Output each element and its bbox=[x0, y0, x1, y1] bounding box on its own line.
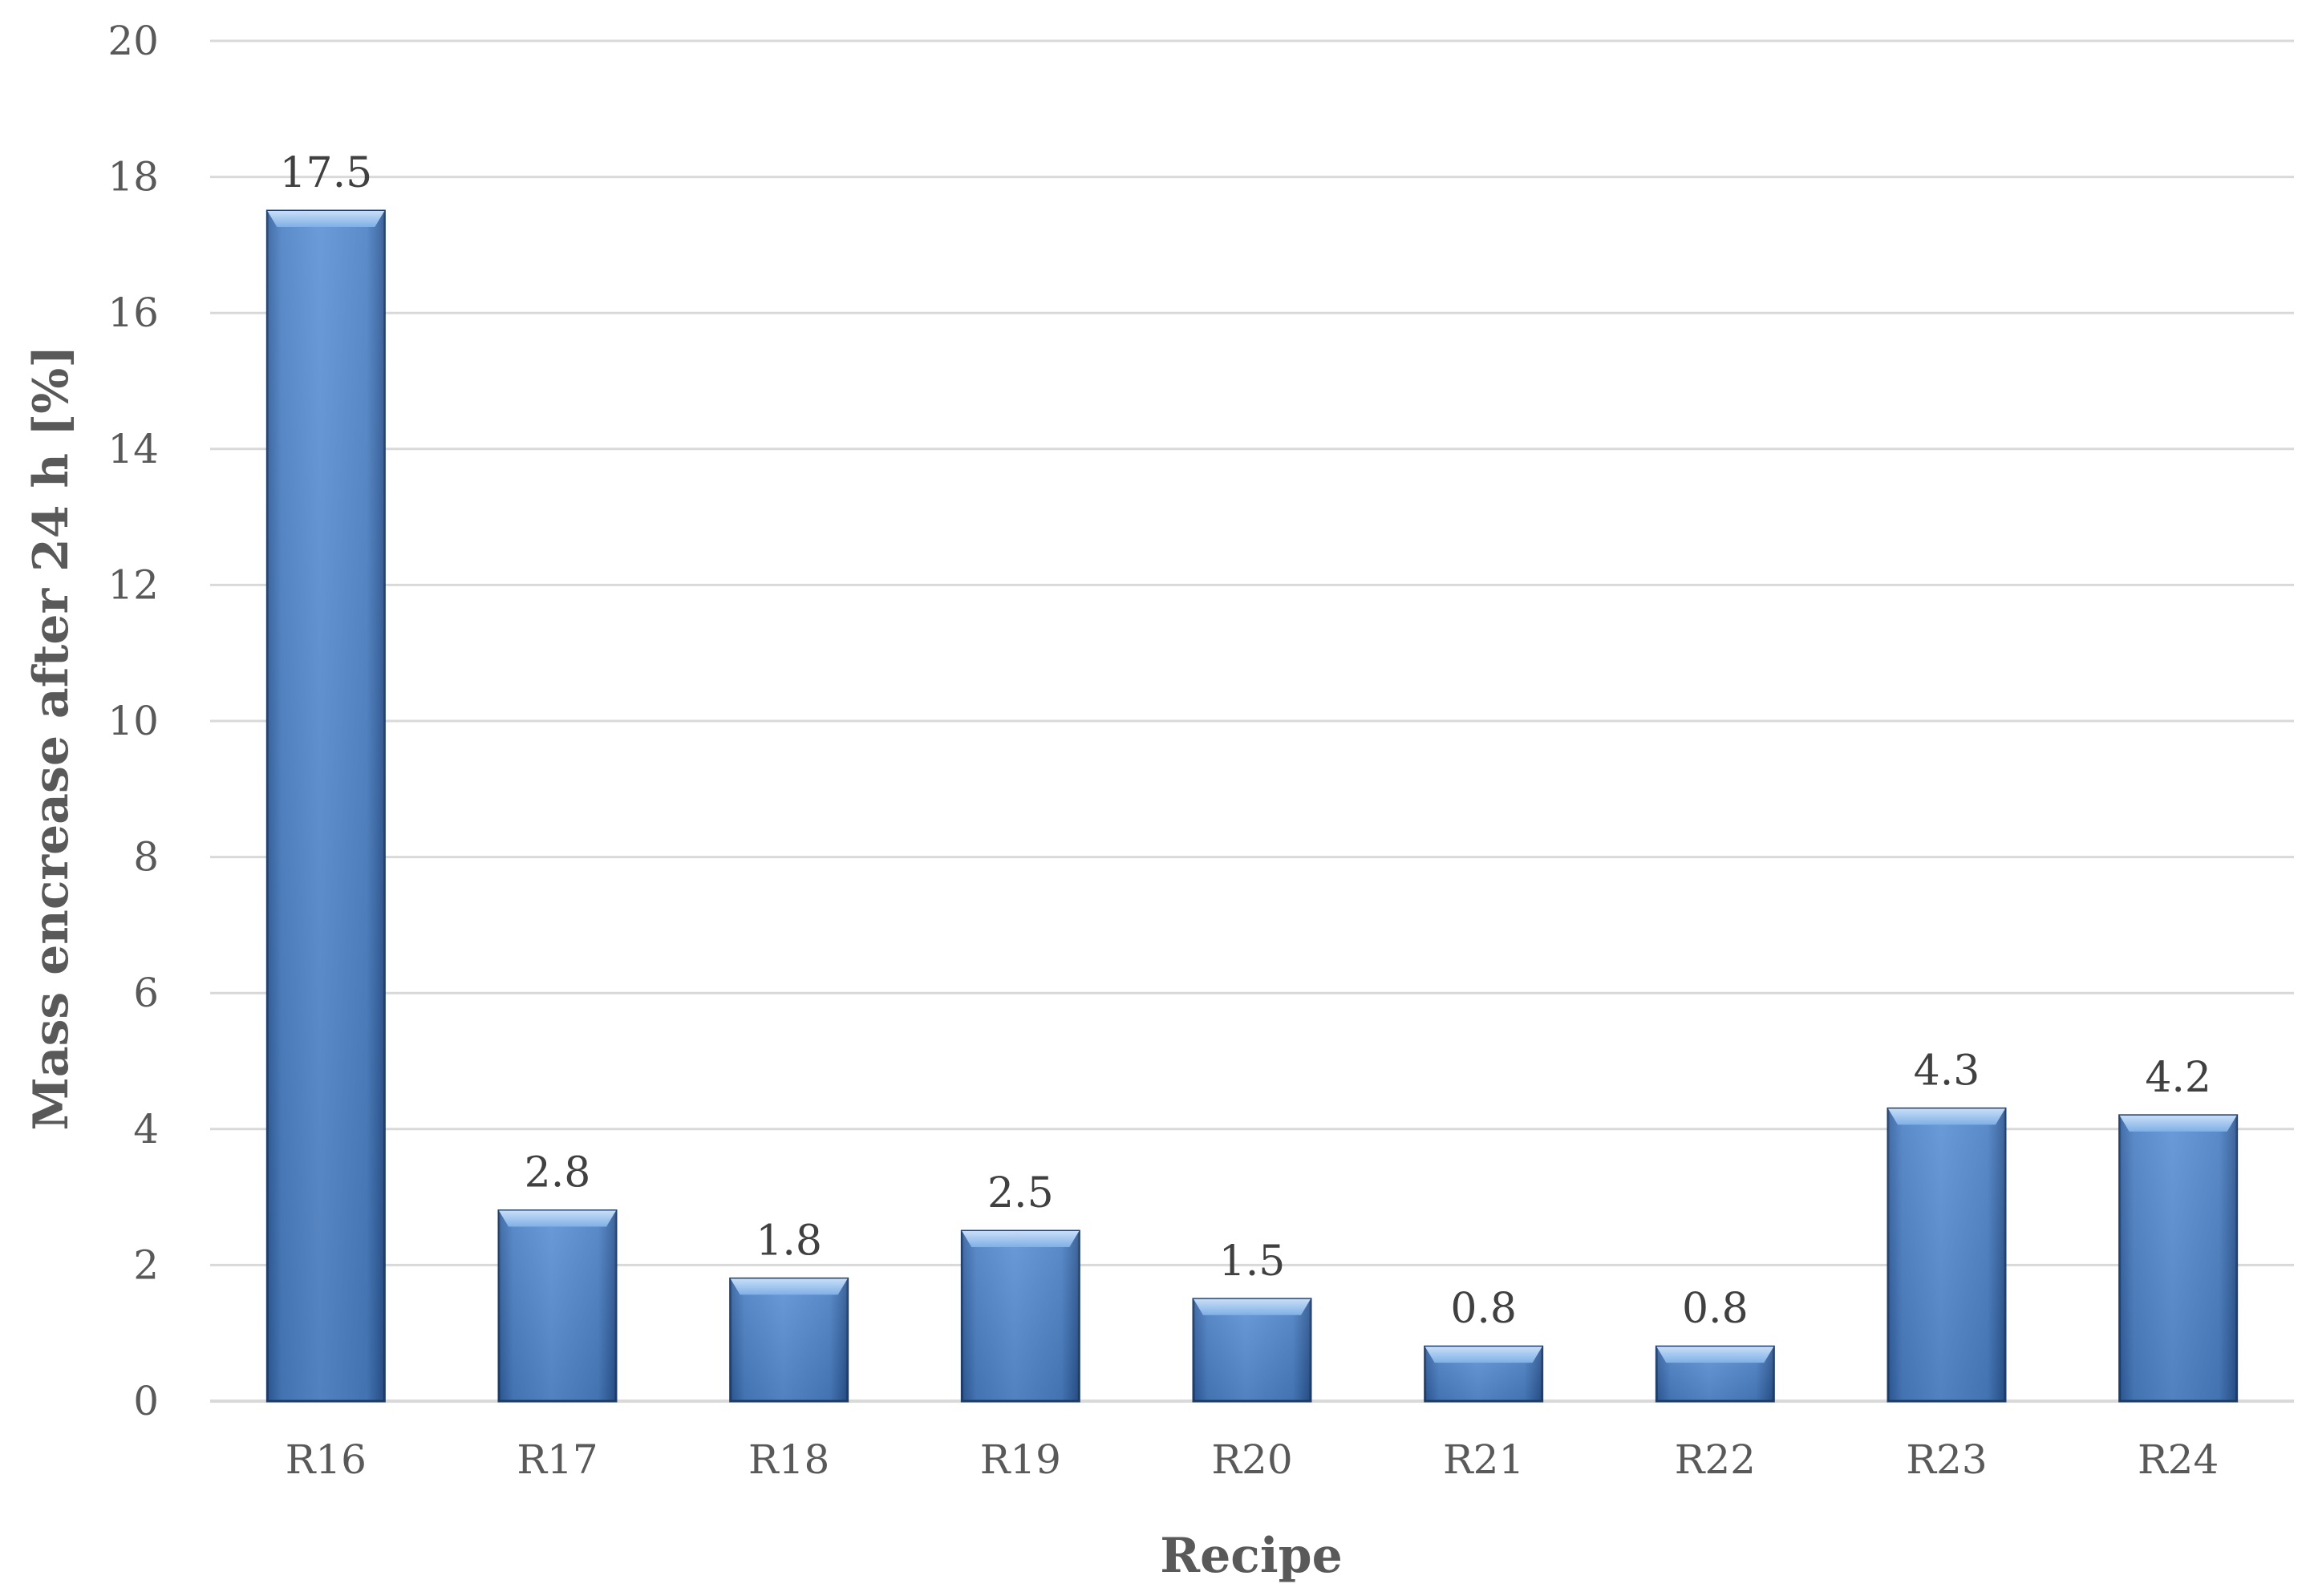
bar-shading bbox=[1888, 1108, 2005, 1401]
y-tick-label: 18 bbox=[107, 154, 159, 201]
bar-r18 bbox=[729, 1277, 849, 1403]
bar-top-bevel bbox=[267, 211, 385, 227]
x-axis-ticks: R16 R17 R18 R19 R20 R21 R22 R23 R24 bbox=[286, 1436, 2219, 1483]
data-label: 0.8 bbox=[1450, 1285, 1517, 1333]
bar-shading bbox=[499, 1210, 616, 1401]
bar-r20 bbox=[1192, 1298, 1312, 1403]
bar-top-bevel bbox=[499, 1210, 616, 1227]
y-tick-label: 8 bbox=[133, 834, 159, 881]
data-label: 2.8 bbox=[525, 1149, 591, 1197]
y-tick-label: 20 bbox=[107, 18, 159, 64]
y-tick-label: 6 bbox=[133, 970, 159, 1016]
x-tick-label: R17 bbox=[517, 1436, 598, 1483]
bar-r22 bbox=[1655, 1345, 1775, 1403]
y-tick-label: 16 bbox=[107, 290, 159, 336]
bar-shading bbox=[267, 211, 385, 1401]
x-tick-label: R22 bbox=[1675, 1436, 1756, 1483]
bar-shading bbox=[730, 1278, 848, 1401]
x-tick-label: R20 bbox=[1211, 1436, 1292, 1483]
y-axis-ticks: 0 2 4 6 8 10 12 14 16 18 20 bbox=[107, 18, 159, 1424]
y-tick-label: 14 bbox=[107, 426, 159, 472]
bar-top-bevel bbox=[1656, 1347, 1774, 1363]
y-tick-label: 2 bbox=[133, 1242, 159, 1288]
bar-r16 bbox=[265, 209, 386, 1403]
bars bbox=[265, 209, 2239, 1403]
data-label: 1.8 bbox=[756, 1217, 822, 1265]
bar-top-bevel bbox=[730, 1278, 848, 1295]
x-tick-label: R24 bbox=[2138, 1436, 2219, 1483]
bar-top-bevel bbox=[1194, 1298, 1311, 1315]
bar-r23 bbox=[1886, 1107, 2007, 1403]
bar-shading bbox=[2119, 1115, 2237, 1401]
x-tick-label: R19 bbox=[980, 1436, 1061, 1483]
bar-r17 bbox=[497, 1209, 618, 1403]
data-label: 4.2 bbox=[2145, 1054, 2211, 1102]
x-tick-label: R21 bbox=[1443, 1436, 1524, 1483]
y-tick-label: 0 bbox=[133, 1378, 159, 1424]
bar-top-bevel bbox=[962, 1231, 1080, 1247]
data-label: 4.3 bbox=[1914, 1047, 1980, 1095]
bar-shading bbox=[962, 1231, 1080, 1401]
bar-top-bevel bbox=[1424, 1347, 1542, 1363]
x-axis-title: Recipe bbox=[1160, 1528, 1343, 1584]
data-labels: 17.5 2.8 1.8 2.5 1.5 0.8 0.8 4.3 4.2 bbox=[279, 149, 2211, 1333]
x-tick-label: R16 bbox=[286, 1436, 367, 1483]
y-tick-label: 12 bbox=[107, 561, 159, 608]
data-label: 1.5 bbox=[1219, 1238, 1286, 1286]
x-tick-label: R18 bbox=[748, 1436, 829, 1483]
y-tick-label: 4 bbox=[133, 1106, 159, 1152]
data-label: 17.5 bbox=[279, 149, 372, 197]
data-label: 0.8 bbox=[1682, 1285, 1749, 1333]
bar-top-bevel bbox=[1888, 1108, 2005, 1125]
bar-r19 bbox=[960, 1229, 1080, 1403]
bar-shading bbox=[1194, 1298, 1311, 1401]
bar-r21 bbox=[1424, 1345, 1544, 1403]
bar-top-bevel bbox=[2119, 1115, 2237, 1132]
bar-r24 bbox=[2118, 1114, 2239, 1403]
x-tick-label: R23 bbox=[1906, 1436, 1987, 1483]
y-axis-title: Mass encrease after 24 h [%] bbox=[23, 345, 79, 1130]
y-tick-label: 10 bbox=[107, 698, 159, 744]
data-label: 2.5 bbox=[987, 1169, 1054, 1217]
